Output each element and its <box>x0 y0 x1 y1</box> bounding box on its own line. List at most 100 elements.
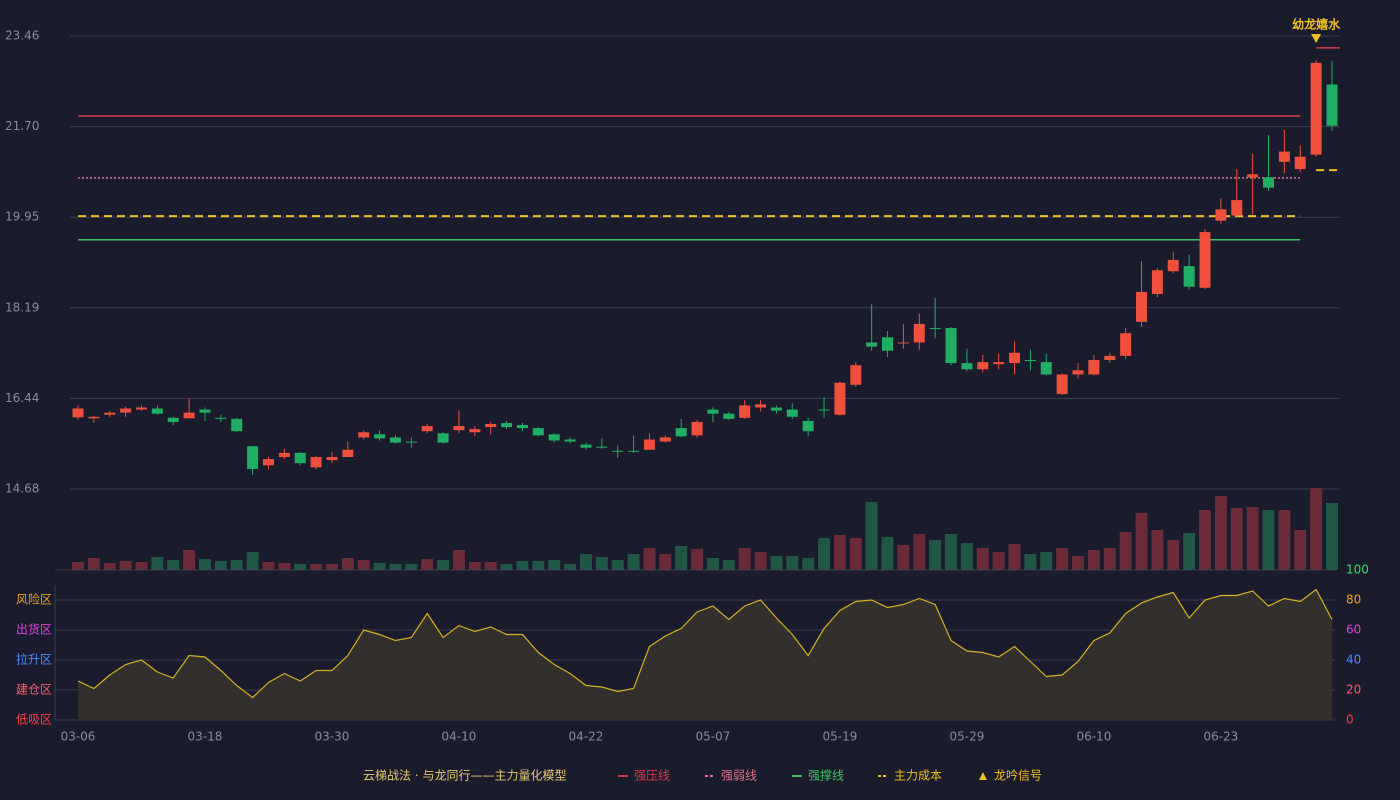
candle-body <box>135 407 147 410</box>
volume-bar <box>691 549 704 570</box>
candle-body <box>929 328 941 330</box>
candle-body <box>294 452 306 464</box>
volume-bar <box>579 554 592 570</box>
candle-body <box>453 426 465 431</box>
volume-bar <box>230 560 243 570</box>
volume-bar <box>516 561 529 570</box>
candle-body <box>643 439 655 450</box>
candle-body <box>516 425 528 429</box>
volume-bar <box>1214 496 1227 570</box>
y-tick-label: 21.70 <box>5 119 39 133</box>
zone-label: 出货区 <box>16 622 52 637</box>
volume-bar <box>278 563 291 570</box>
candle-body <box>612 450 624 452</box>
candle-body <box>1120 333 1132 356</box>
volume-bar <box>468 562 481 570</box>
volume-bar <box>1230 508 1243 570</box>
volume-bar <box>564 564 577 570</box>
candle-body <box>1326 84 1338 126</box>
candle-body <box>1056 374 1068 395</box>
candle-body <box>389 437 401 443</box>
volume-bar <box>325 564 338 570</box>
candle-body <box>628 450 640 452</box>
candle-body <box>548 434 560 441</box>
candle-body <box>72 408 84 418</box>
candle-body <box>1278 151 1290 162</box>
volume-bar <box>770 556 783 570</box>
y2-tick-label: 60 <box>1346 623 1361 637</box>
signal-label: 幼龙嬉水 <box>1292 17 1341 32</box>
candle-body <box>961 363 973 370</box>
y2-tick-label: 0 <box>1346 713 1354 727</box>
candle-body <box>691 421 703 436</box>
candle-body <box>850 365 862 385</box>
volume-bar <box>373 563 386 570</box>
candle-body <box>882 337 894 351</box>
candle-body <box>262 459 274 466</box>
candle-body <box>167 417 179 422</box>
candle-body <box>326 457 338 461</box>
volume-bar <box>897 545 910 570</box>
legend-label: 强压线 <box>634 769 670 783</box>
volume-bar <box>738 548 751 570</box>
candle-body <box>1294 156 1306 170</box>
candle-body <box>802 420 814 432</box>
x-tick-label: 04-10 <box>442 730 477 744</box>
legend-label: 强撑线 <box>808 768 844 783</box>
candle-body <box>786 409 798 417</box>
volume-bar <box>246 552 259 570</box>
candle-body <box>151 408 163 414</box>
candle-body <box>1088 360 1100 375</box>
zone-label: 低吸区 <box>16 713 52 727</box>
candle-body <box>1263 177 1275 188</box>
candle-body <box>278 452 290 458</box>
volume-bar <box>183 550 196 570</box>
volume-bar <box>310 564 323 570</box>
volume-bar <box>1056 548 1069 570</box>
volume-bar <box>1087 550 1100 570</box>
zone-label: 建仓区 <box>16 683 52 697</box>
volume-bar <box>1040 552 1053 570</box>
candle-body <box>834 382 846 415</box>
volume-bar <box>151 557 164 570</box>
y2-tick-label: 40 <box>1346 653 1361 667</box>
candle-body <box>564 439 576 442</box>
y2-tick-label: 20 <box>1346 683 1361 697</box>
candle-body <box>342 449 354 458</box>
candle-body <box>1199 232 1211 288</box>
volume-bar <box>484 562 497 570</box>
candle-body <box>485 423 497 428</box>
volume-bar <box>294 564 307 570</box>
volume-bar <box>945 534 958 570</box>
candle-body <box>707 409 719 414</box>
candle-body <box>310 457 322 468</box>
volume-bar <box>833 535 846 570</box>
candle-body <box>866 342 878 347</box>
candle-body <box>770 407 782 411</box>
volume-bar <box>627 554 640 570</box>
volume-bar <box>992 552 1005 570</box>
volume-bar <box>913 534 926 570</box>
zone-label: 拉升区 <box>16 652 52 667</box>
volume-bar <box>960 543 973 570</box>
candle-body <box>1231 200 1243 216</box>
candle-body <box>1072 370 1084 375</box>
x-tick-label: 05-29 <box>949 730 984 744</box>
candle-body <box>596 446 608 448</box>
candle-body <box>358 432 370 438</box>
candle-body <box>1215 209 1227 221</box>
volume-bar <box>881 537 894 570</box>
volume-bar <box>802 558 815 570</box>
volume-bar <box>754 552 767 570</box>
candle-body <box>1104 355 1116 361</box>
volume-bar <box>706 558 719 570</box>
candle-body <box>231 418 243 432</box>
volume-bar <box>1167 540 1180 570</box>
candle-body <box>405 441 417 443</box>
legend-title: 云梯战法 · 与龙同行——主力量化模型 <box>363 769 566 783</box>
candle-body <box>501 422 513 428</box>
volume-bar <box>786 556 799 570</box>
volume-bar <box>1294 530 1307 570</box>
volume-bar <box>357 560 370 570</box>
volume-bar <box>976 548 989 570</box>
